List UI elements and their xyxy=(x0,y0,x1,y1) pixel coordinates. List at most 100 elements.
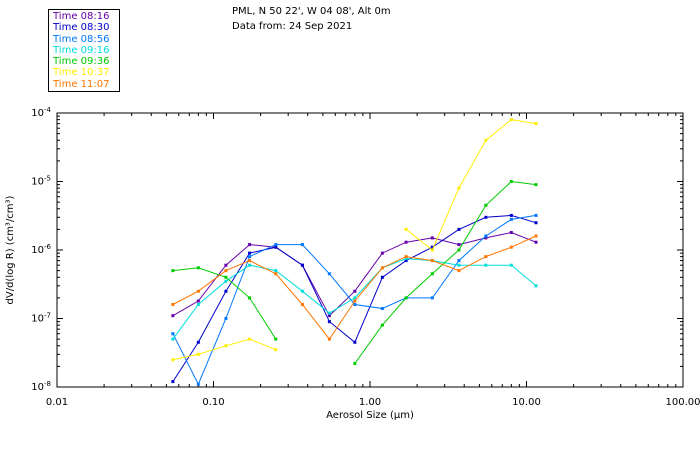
series-line xyxy=(172,235,537,340)
data-point xyxy=(484,263,488,267)
chart-header: PML, N 50 22', W 04 08', Alt 0m Data fro… xyxy=(232,4,391,34)
x-axis-label: Aerosol Size (μm) xyxy=(326,410,414,421)
data-point xyxy=(353,296,357,300)
data-point xyxy=(534,183,538,187)
data-point xyxy=(484,215,488,219)
data-point xyxy=(196,340,200,344)
data-point xyxy=(248,337,252,341)
y-tick-label: 10-6 xyxy=(31,243,51,256)
data-point xyxy=(430,259,434,263)
data-point xyxy=(404,257,408,261)
data-point xyxy=(404,227,408,231)
data-point xyxy=(353,289,357,293)
data-point xyxy=(224,344,228,348)
data-point xyxy=(484,234,488,238)
data-point xyxy=(248,255,252,259)
data-point xyxy=(171,337,175,341)
legend-entry: Time 11:07 xyxy=(53,78,110,90)
data-point xyxy=(171,314,175,318)
data-point xyxy=(196,299,200,303)
data-point xyxy=(224,263,228,267)
data-point xyxy=(300,289,304,293)
data-point xyxy=(224,269,228,273)
data-point xyxy=(457,259,461,263)
data-point xyxy=(457,186,461,190)
data-point xyxy=(430,245,434,249)
data-point xyxy=(327,337,331,341)
data-point xyxy=(171,303,175,307)
data-point xyxy=(380,323,384,327)
data-point xyxy=(171,332,175,336)
data-point xyxy=(534,284,538,288)
legend-entry: Time 09:16 xyxy=(53,44,110,56)
data-point xyxy=(484,138,488,142)
location-label: PML, N 50 22', W 04 08', Alt 0m xyxy=(232,6,391,17)
data-point xyxy=(509,263,513,267)
data-point xyxy=(457,269,461,273)
y-tick-label: 10-7 xyxy=(31,312,51,325)
data-point xyxy=(274,348,278,352)
series-line xyxy=(172,267,277,340)
series-7 xyxy=(171,234,538,341)
data-point xyxy=(457,227,461,231)
data-point xyxy=(404,259,408,263)
data-point xyxy=(248,251,252,255)
legend-entry: Time 09:36 xyxy=(53,56,110,68)
data-point xyxy=(274,272,278,276)
x-tick-label: 0.01 xyxy=(46,397,68,408)
data-point xyxy=(171,269,175,273)
data-point xyxy=(171,358,175,362)
y-tick-label: 10-5 xyxy=(31,175,51,188)
data-point xyxy=(509,213,513,217)
x-tick-label: 100.00 xyxy=(666,397,700,408)
data-point xyxy=(196,352,200,356)
data-point xyxy=(224,289,228,293)
series-5 xyxy=(171,180,538,366)
data-point xyxy=(353,303,357,307)
series-line xyxy=(405,119,537,251)
data-point xyxy=(248,263,252,267)
data-point xyxy=(353,362,357,366)
data-point xyxy=(484,236,488,240)
data-point xyxy=(224,275,228,279)
legend-entry: Time 08:30 xyxy=(53,22,110,34)
data-point xyxy=(274,269,278,273)
data-point xyxy=(457,243,461,247)
data-point xyxy=(353,340,357,344)
data-point xyxy=(430,248,434,252)
data-point xyxy=(509,180,513,183)
data-point xyxy=(274,245,278,249)
series-2 xyxy=(171,213,538,384)
data-point xyxy=(196,266,200,270)
data-point xyxy=(404,255,408,259)
data-point xyxy=(196,382,200,386)
data-point xyxy=(509,217,513,221)
data-point xyxy=(274,243,278,247)
data-point xyxy=(300,243,304,247)
y-tick-label: 10-4 xyxy=(31,106,51,119)
date-label: Data from: 24 Sep 2021 xyxy=(232,21,353,32)
data-point xyxy=(404,240,408,244)
data-point xyxy=(509,231,513,235)
data-point xyxy=(248,243,252,247)
data-point xyxy=(534,213,538,217)
data-point xyxy=(274,337,278,341)
data-point xyxy=(248,296,252,300)
data-point xyxy=(327,320,331,324)
data-point xyxy=(327,311,331,315)
data-point xyxy=(224,279,228,283)
legend-entry: Time 08:16 xyxy=(53,11,110,22)
data-point xyxy=(430,236,434,240)
data-point xyxy=(509,118,513,122)
data-point xyxy=(248,259,252,263)
data-point xyxy=(327,272,331,276)
y-axis-label: dV/d(log R) (cm³/cm³) xyxy=(5,195,16,304)
series-6 xyxy=(171,118,538,362)
data-point xyxy=(484,255,488,259)
data-point xyxy=(196,289,200,293)
data-point xyxy=(457,263,461,267)
data-point xyxy=(430,296,434,300)
legend: Time 08:16 Time 08:30 Time 08:56 Time 09:16… xyxy=(48,9,120,92)
plot-frame xyxy=(56,112,684,388)
data-point xyxy=(430,272,434,276)
